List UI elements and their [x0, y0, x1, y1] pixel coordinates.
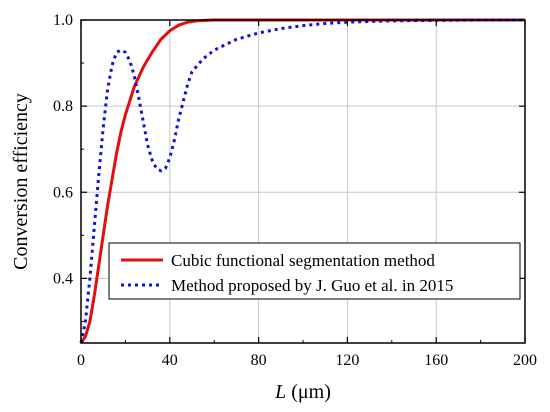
x-axis-label-unit: (μm): [286, 381, 331, 403]
y-tick-label: 1.0: [53, 12, 73, 29]
x-tick-label: 80: [251, 352, 267, 369]
legend-box: [108, 242, 521, 300]
y-tick-label: 0.6: [53, 184, 73, 201]
y-tick-label: 0.4: [53, 270, 73, 287]
x-tick-label: 200: [513, 352, 537, 369]
y-axis-label: Conversion efficiency: [10, 93, 32, 270]
series-line-guo: [79, 18, 525, 344]
legend: Cubic functional segmentation method Met…: [108, 242, 521, 300]
x-axis-label: L (μm): [274, 381, 331, 403]
x-tick-label: 160: [424, 352, 448, 369]
legend-label-cubic: Cubic functional segmentation method: [171, 251, 435, 270]
x-tick-label: 0: [77, 352, 85, 369]
y-tick-label: 0.8: [53, 98, 73, 115]
x-tick-label: 40: [162, 352, 178, 369]
legend-label-guo: Method proposed by J. Guo et al. in 2015: [171, 276, 453, 295]
x-axis-label-variable: L: [274, 381, 286, 403]
axis-ticks: 0 40 80 120 160 200 0.4 0.6 0.8 1.0: [53, 12, 537, 369]
x-tick-label: 120: [335, 352, 359, 369]
